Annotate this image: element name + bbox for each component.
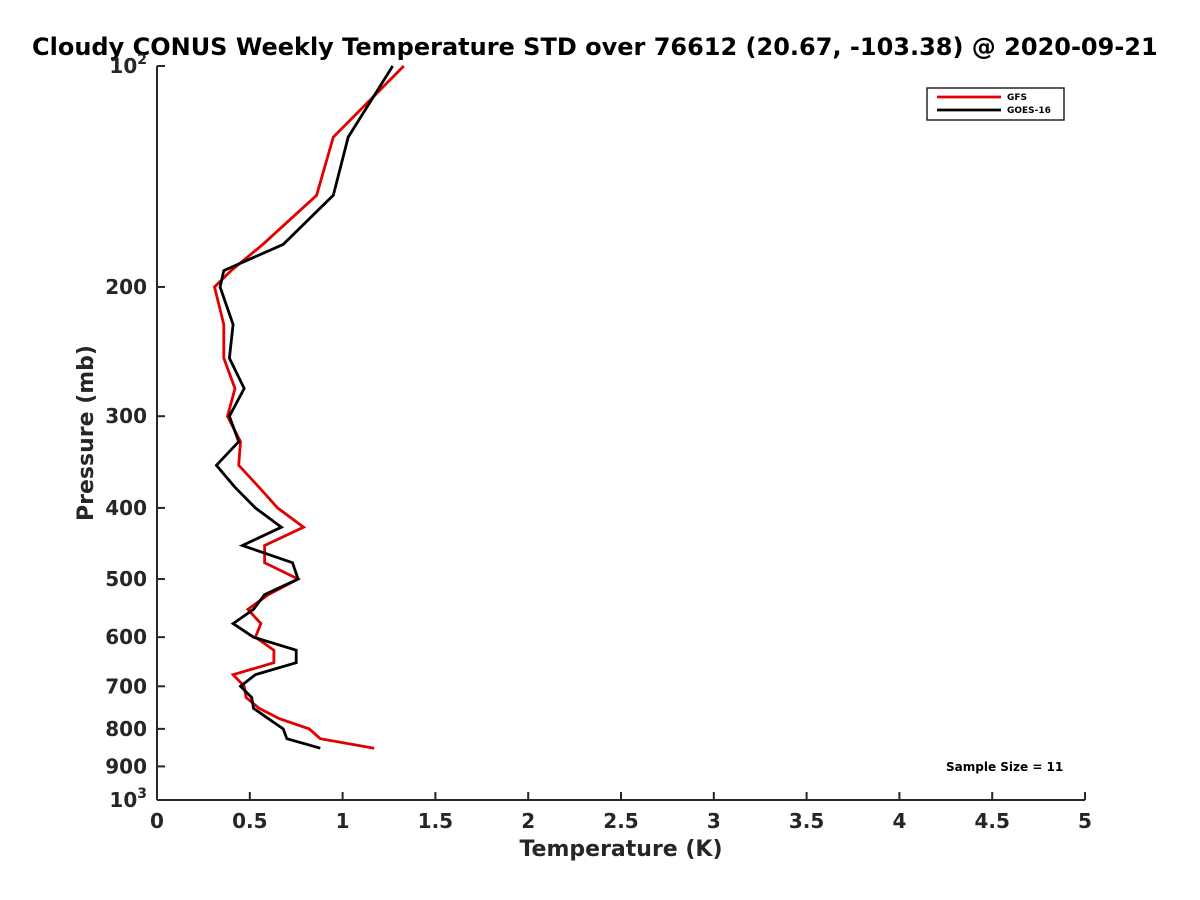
y-tick-label: 300 [105,404,147,428]
legend-label: GFS [1007,93,1027,103]
x-tick-label: 3 [707,809,721,833]
y-tick-label: 103 [109,786,147,812]
sample-size-label: Sample Size = 11 [946,760,1063,774]
y-tick-label: 900 [105,754,147,778]
series-line-goes-16 [214,65,394,750]
y-tick-base: 10 [109,788,137,812]
x-tick-label: 4 [892,809,906,833]
x-tick-label: 2.5 [603,809,638,833]
x-ticks: 0 0.5 1 1.5 2 2.5 3 3.5 4 4.5 5 [150,792,1092,833]
x-axis-label: Temperature (K) [519,837,722,862]
series-line-gfs [212,65,405,750]
y-tick-label: 102 [109,52,147,78]
plot-lines [212,65,405,750]
y-axis-label: Pressure (mb) [74,345,99,521]
x-tick-label: 0 [150,809,164,833]
x-tick-label: 0.5 [232,809,267,833]
x-tick-label: 1.5 [418,809,453,833]
legend-label: GOES-16 [1007,106,1051,116]
y-tick-exponent: 2 [137,52,147,68]
x-tick-label: 2 [521,809,535,833]
y-tick-label: 600 [105,625,147,649]
legend: GFS GOES-16 [926,87,1065,121]
chart-title: Cloudy CONUS Weekly Temperature STD over… [32,33,1158,61]
y-tick-label: 500 [105,567,147,591]
x-tick-label: 3.5 [789,809,824,833]
legend-items: GFS GOES-16 [937,93,1051,116]
x-tick-label: 5 [1078,809,1092,833]
y-tick-label: 400 [105,496,147,520]
y-tick-label: 700 [105,674,147,698]
y-tick-label: 800 [105,717,147,741]
y-tick-exponent: 3 [137,786,147,802]
y-tick-label: 200 [105,275,147,299]
legend-box [926,87,1065,121]
x-tick-label: 4.5 [974,809,1009,833]
x-tick-label: 1 [336,809,350,833]
y-tick-base: 10 [109,54,137,78]
